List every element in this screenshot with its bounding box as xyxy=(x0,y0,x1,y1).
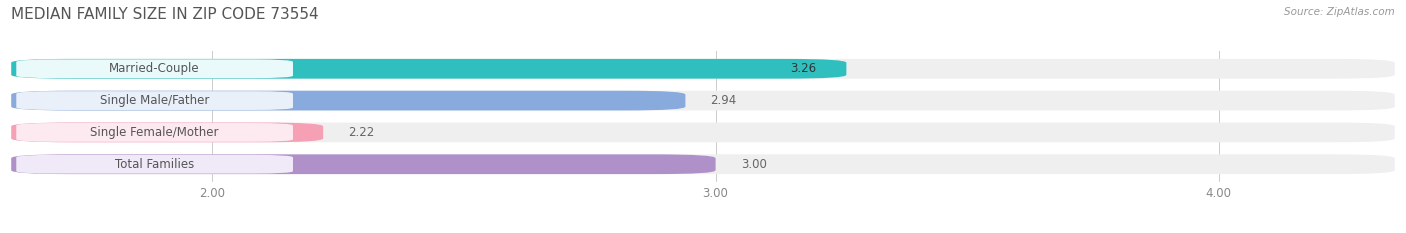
FancyBboxPatch shape xyxy=(11,154,1395,174)
FancyBboxPatch shape xyxy=(11,59,1395,79)
Text: Married-Couple: Married-Couple xyxy=(110,62,200,75)
Text: Total Families: Total Families xyxy=(115,158,194,171)
Text: 3.26: 3.26 xyxy=(790,62,817,75)
FancyBboxPatch shape xyxy=(17,59,292,78)
Text: Single Female/Mother: Single Female/Mother xyxy=(90,126,219,139)
FancyBboxPatch shape xyxy=(11,154,716,174)
FancyBboxPatch shape xyxy=(11,91,685,110)
FancyBboxPatch shape xyxy=(11,91,1395,110)
FancyBboxPatch shape xyxy=(17,123,292,142)
FancyBboxPatch shape xyxy=(11,123,323,142)
Text: Source: ZipAtlas.com: Source: ZipAtlas.com xyxy=(1284,7,1395,17)
Text: 3.00: 3.00 xyxy=(741,158,766,171)
FancyBboxPatch shape xyxy=(11,59,846,79)
Text: 2.22: 2.22 xyxy=(349,126,374,139)
Text: MEDIAN FAMILY SIZE IN ZIP CODE 73554: MEDIAN FAMILY SIZE IN ZIP CODE 73554 xyxy=(11,7,319,22)
FancyBboxPatch shape xyxy=(17,91,292,110)
Text: 2.94: 2.94 xyxy=(710,94,737,107)
Text: Single Male/Father: Single Male/Father xyxy=(100,94,209,107)
FancyBboxPatch shape xyxy=(11,123,1395,142)
FancyBboxPatch shape xyxy=(17,155,292,174)
